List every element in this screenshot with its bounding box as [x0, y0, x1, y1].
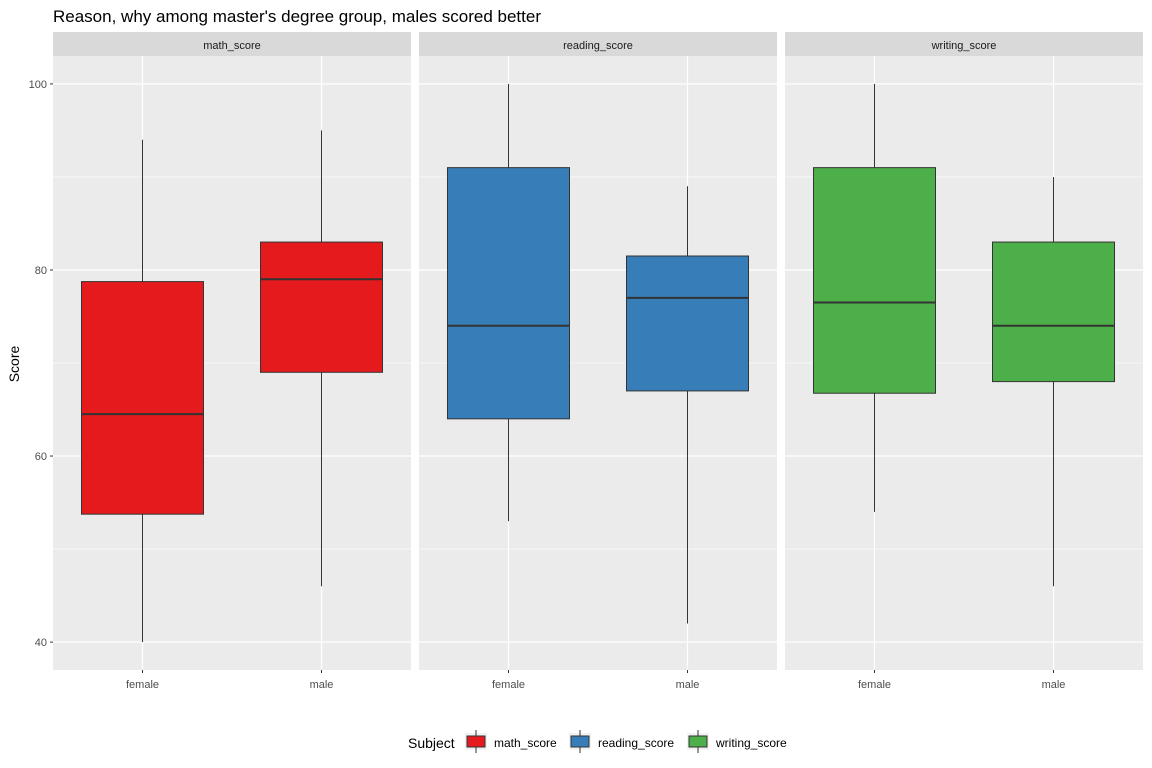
boxplot-reading_score-male	[626, 186, 749, 624]
x-tick-label: male	[310, 679, 334, 691]
y-axis-ticks: 40 60 80 100	[29, 79, 53, 649]
x-tick-label: female	[492, 679, 525, 691]
boxplot-math_score-male	[260, 130, 383, 587]
x-tick-label: female	[858, 679, 891, 691]
facet-strip-label: math_score	[203, 40, 260, 52]
box-iqr	[81, 281, 204, 515]
legend-key-box	[570, 735, 590, 748]
legend-key-box	[688, 735, 708, 748]
y-tick-label: 40	[35, 637, 47, 649]
y-tick-label: 100	[29, 79, 47, 91]
boxplot-math_score-female	[81, 139, 204, 643]
facet-strip	[53, 32, 411, 56]
legend-label: math_score	[494, 736, 557, 750]
chart-title: Reason, why among master's degree group,…	[53, 7, 541, 26]
box-iqr	[260, 241, 383, 373]
y-tick-label: 60	[35, 451, 47, 463]
box-iqr	[992, 241, 1115, 383]
boxplot-reading_score-female	[447, 83, 570, 522]
legend-key-box	[466, 735, 486, 748]
y-axis-title: Score	[6, 346, 22, 383]
box-iqr	[813, 167, 936, 394]
legend-item-reading_score: reading_score	[569, 730, 674, 753]
legend-label: reading_score	[598, 736, 674, 750]
legend-label: writing_score	[715, 736, 787, 750]
x-tick-label: male	[1042, 679, 1066, 691]
boxplot-writing_score-female	[813, 83, 936, 512]
x-tick-label: male	[676, 679, 700, 691]
y-tick-label: 80	[35, 265, 47, 277]
facet-strip	[419, 32, 777, 56]
box-iqr	[626, 255, 749, 392]
box-iqr	[447, 167, 570, 420]
boxplot-writing_score-male	[992, 176, 1115, 587]
legend-item-math_score: math_score	[465, 730, 557, 753]
facet-strip-label: writing_score	[931, 40, 997, 52]
facet-strip-label: reading_score	[563, 40, 633, 52]
legend: Subject math_score reading_score writing_sc…	[408, 730, 787, 753]
legend-title: Subject	[408, 735, 455, 751]
facet-strip	[785, 32, 1143, 56]
x-tick-label: female	[126, 679, 159, 691]
legend-item-writing_score: writing_score	[687, 730, 787, 753]
